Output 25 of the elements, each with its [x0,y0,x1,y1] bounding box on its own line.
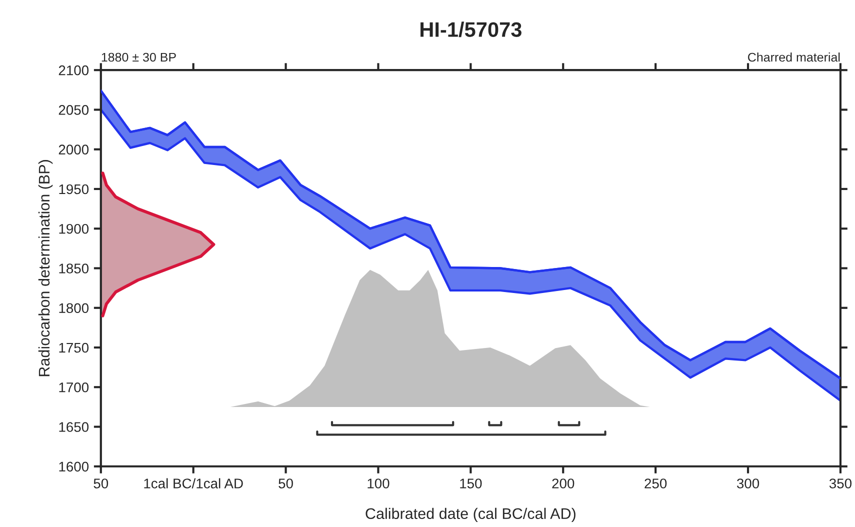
y-tick-label: 1750 [59,342,89,353]
y-tick-label: 2100 [58,65,89,76]
y-tick-label: 1600 [59,462,89,472]
x-tick-label: 300 [736,478,760,488]
x-tick-label: 350 [829,478,852,488]
y-tick-label: 2000 [58,144,89,155]
y-tick-label: 1900 [59,224,89,234]
y-axis-title: Radiocarbon determination (BP) [38,160,53,376]
y-tick-label: 1700 [59,382,89,392]
y-tick-label: 2050 [58,105,89,115]
x-tick-label: 50 [278,478,293,488]
text: Charred material [748,52,840,62]
x-tick-label: 150 [460,478,482,488]
x-tick-label: 50 [94,478,108,488]
text: 1880 ± 30 BP [102,52,176,62]
chart-title: HI-1/57073 [420,22,522,38]
y-tick-label: 1950 [59,184,89,194]
y-tick-label: 1650 [59,422,89,432]
x-axis-title: Calibrated date (cal BC/cal AD) [366,508,576,522]
x-tick-label: 250 [644,478,667,488]
x-tick-label: 100 [368,478,390,488]
y-tick-label: 1850 [59,264,89,274]
y-tick-label: 1800 [59,303,89,314]
x-tick-label: 200 [552,478,574,488]
x-tick-label: 1cal BC/1cal AD [144,478,243,488]
